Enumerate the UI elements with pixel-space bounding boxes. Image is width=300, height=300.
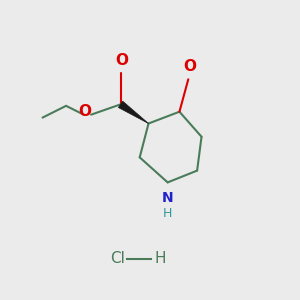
Text: H: H bbox=[154, 251, 166, 266]
Text: O: O bbox=[78, 104, 91, 119]
Polygon shape bbox=[118, 101, 148, 124]
Text: O: O bbox=[116, 53, 128, 68]
Text: O: O bbox=[183, 59, 196, 74]
Text: N: N bbox=[161, 190, 173, 205]
Text: H: H bbox=[162, 206, 172, 220]
Text: Cl: Cl bbox=[110, 251, 125, 266]
